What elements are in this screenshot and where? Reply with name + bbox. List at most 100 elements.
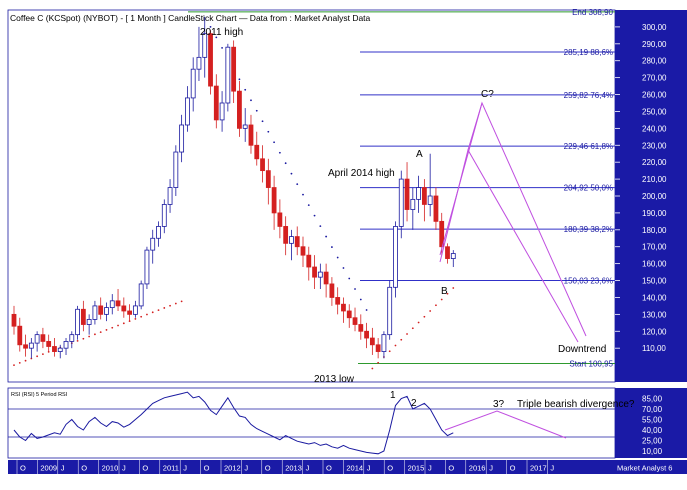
candle-body	[167, 187, 173, 205]
date-tick-label: O	[326, 464, 332, 473]
sar-dot	[452, 287, 455, 289]
sar-dot	[82, 337, 85, 340]
candle-body	[86, 319, 92, 325]
fib-label: 204,92 50,0%	[564, 184, 613, 193]
candle-body	[335, 297, 341, 305]
candle-body	[231, 46, 237, 92]
sar-dot	[365, 309, 368, 311]
date-axis-labels: O 2009 J O 2010 J O 2011 J O 2012 J O 2013 J O 2014 J O 201…	[16, 460, 554, 474]
sar-dot	[151, 311, 154, 314]
date-tick-label: 2016	[469, 464, 486, 473]
rsi-tick-label: 40,00	[642, 426, 663, 435]
price-tick-label: 200,00	[642, 192, 667, 201]
candle-body	[225, 46, 231, 104]
sar-dot	[429, 310, 432, 312]
candle-body	[358, 324, 364, 332]
candle-body	[75, 308, 80, 336]
price-tick-label: 250,00	[642, 107, 667, 116]
rsi-panel-frame	[7, 387, 616, 459]
candle-body	[121, 305, 127, 312]
candle-body	[369, 337, 375, 346]
sar-dot	[94, 333, 96, 336]
candle-body	[433, 195, 439, 222]
price-tick-label: 120,00	[642, 327, 667, 336]
candle-body	[144, 249, 150, 285]
price-tick-label: 170,00	[642, 243, 667, 252]
annotation-label: 2011 high	[200, 27, 243, 38]
candle-body	[132, 305, 138, 315]
candle-body	[213, 85, 219, 121]
annotation-label: April 2014 high	[328, 168, 395, 179]
annotation-label: Downtrend	[558, 344, 606, 355]
date-tick-label: O	[204, 464, 210, 473]
candle-body	[410, 198, 416, 210]
price-tick-label: 140,00	[642, 293, 667, 302]
price-tick-label: 290,00	[642, 40, 667, 49]
price-tick-label: 220,00	[642, 158, 667, 167]
rsi-annotation: 1	[390, 390, 396, 401]
date-tick-label: J	[428, 464, 432, 473]
sar-dot	[215, 36, 218, 39]
sar-dot	[342, 267, 345, 269]
date-tick-label: O	[265, 464, 271, 473]
candle-body	[445, 246, 450, 259]
date-tick-label: O	[510, 464, 516, 473]
candle-body	[219, 102, 225, 121]
candle-body	[427, 195, 433, 205]
candle-body	[109, 300, 115, 309]
price-tick-label: 190,00	[642, 209, 667, 218]
price-tick-label: 260,00	[642, 91, 667, 100]
sar-dot	[307, 204, 310, 207]
sar-dot	[134, 318, 137, 320]
sar-dot	[157, 309, 160, 312]
candle-body	[421, 187, 427, 205]
date-tick-label: 2012	[224, 464, 241, 473]
sar-dot	[47, 351, 50, 353]
sar-dot	[278, 151, 281, 154]
sar-dot	[105, 329, 108, 331]
candle-body	[341, 303, 346, 312]
date-tick-label: O	[387, 464, 393, 473]
sar-dot	[76, 340, 79, 342]
sar-dot	[388, 350, 391, 353]
sar-dot	[440, 298, 443, 301]
date-tick-label: J	[367, 464, 371, 473]
sar-dot	[371, 367, 374, 370]
sar-dot	[359, 298, 362, 301]
sar-dot	[325, 235, 328, 238]
candle-body	[294, 236, 300, 248]
candle-body	[300, 246, 306, 256]
price-tick-label: 240,00	[642, 124, 667, 133]
rsi-tick-label: 70,00	[642, 405, 663, 414]
sar-dot	[18, 361, 21, 364]
candle-body	[404, 178, 410, 210]
candles	[11, 16, 456, 359]
candle-body	[364, 330, 369, 339]
candle-body	[329, 283, 335, 298]
date-tick-label: O	[142, 464, 148, 473]
price-tick-label: 130,00	[642, 310, 667, 319]
candle-body	[312, 266, 317, 278]
candle-body	[127, 310, 132, 315]
candle-body	[208, 33, 213, 87]
candle-body	[346, 310, 352, 319]
date-tick-label: 2011	[163, 464, 179, 473]
candle-body	[179, 124, 185, 153]
sar-dot	[221, 46, 223, 49]
sar-dot	[313, 214, 316, 217]
candle-body	[173, 151, 179, 188]
sar-dot	[435, 304, 437, 307]
sar-dot	[169, 304, 171, 307]
price-tick-label: 270,00	[642, 74, 667, 83]
date-tick-label: J	[489, 464, 493, 473]
candle-body	[69, 334, 75, 342]
candle-body	[277, 212, 283, 227]
fib-label: Start 100,95	[569, 359, 613, 368]
date-tick-label: O	[448, 464, 454, 473]
date-tick-label: O	[20, 464, 26, 473]
candle-body	[283, 226, 289, 244]
date-tick-label: J	[550, 464, 554, 473]
sar-dot	[290, 172, 293, 175]
